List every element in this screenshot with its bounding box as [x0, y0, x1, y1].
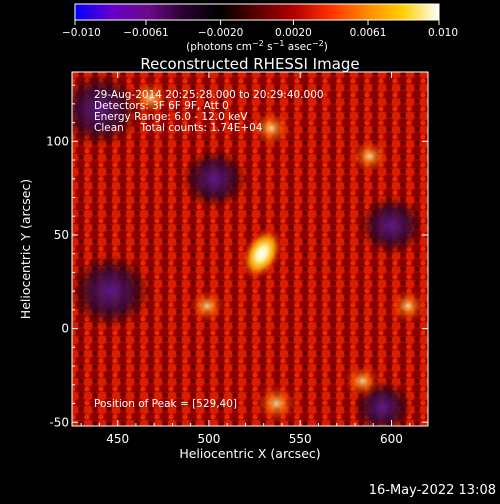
- emission-source: [128, 78, 173, 118]
- emission-source: [341, 362, 384, 400]
- colorbar-tick-label: −0.0061: [123, 27, 169, 39]
- colorbar-ticks: −0.010 −0.0061 −0.0020 0.0020 0.0061 0.010: [62, 20, 458, 39]
- emission-source: [248, 107, 294, 149]
- y-tick-label: 50: [54, 228, 69, 242]
- colorbar-tick-label: 0.0061: [350, 27, 387, 39]
- emission-source: [252, 381, 301, 426]
- x-tick-label: 500: [197, 432, 220, 446]
- footer-timestamp: 16-May-2022 13:08: [369, 483, 496, 498]
- y-axis-label: Heliocentric Y (arcsec): [18, 179, 33, 319]
- negative-region: [72, 72, 140, 146]
- emission-sources: [128, 78, 428, 426]
- x-axis-label: Heliocentric X (arcsec): [179, 446, 320, 461]
- annotation-time-range: 29-Aug-2014 20:25:28.000 to 20:29:40.000: [94, 89, 324, 101]
- colorbar-tick-label: 0.010: [428, 27, 458, 39]
- colorbar-unit: (photons cm−2 s−1 asec−2): [186, 39, 328, 53]
- y-axis: -50 0 50 100: [46, 84, 428, 429]
- plot-frame: [71, 71, 429, 427]
- annotation-peak-position: Position of Peak = [529,40]: [94, 398, 237, 410]
- peak-source: [240, 226, 284, 282]
- annotation-energy-range: Energy Range: 6.0 - 12.0 keV: [94, 111, 248, 123]
- emission-source: [186, 287, 228, 325]
- image-annotations: 29-Aug-2014 20:25:28.000 to 20:29:40.000…: [94, 89, 324, 410]
- negative-region: [72, 254, 151, 328]
- annotation-total-counts: Clean Total counts: 1.74E+04: [94, 122, 263, 134]
- negative-region: [182, 149, 247, 208]
- colorbar-tick-label: −0.010: [62, 27, 101, 39]
- image-panel: [72, 72, 428, 426]
- emission-source: [387, 287, 428, 325]
- colorbar: −0.010 −0.0061 −0.0020 0.0020 0.0061 0.010 (p…: [62, 3, 458, 53]
- y-tick-label: 0: [61, 322, 69, 336]
- emission-source: [348, 137, 391, 176]
- y-tick-label: -50: [49, 415, 69, 429]
- x-tick-label: 600: [380, 432, 403, 446]
- x-axis: 450 500 550 600: [80, 72, 429, 446]
- colorbar-ramp: [74, 3, 440, 21]
- annotation-detectors: Detectors: 3F 6F 9F, Att 0: [94, 100, 229, 112]
- colorbar-tick-label: 0.0020: [275, 27, 312, 39]
- colorbar-tick-label: −0.0020: [198, 27, 244, 39]
- chart-title: Reconstructed RHESSI Image: [140, 55, 359, 73]
- negative-region: [359, 196, 424, 255]
- y-tick-label: 100: [46, 134, 69, 148]
- x-tick-label: 450: [106, 432, 129, 446]
- negative-regions: [72, 72, 424, 426]
- x-tick-label: 550: [289, 432, 312, 446]
